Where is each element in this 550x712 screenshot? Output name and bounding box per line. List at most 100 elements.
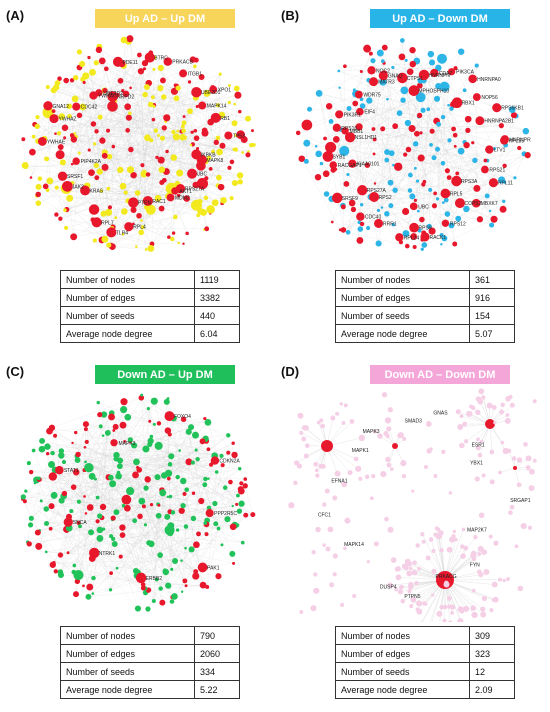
node-label: DUSP4 (380, 584, 397, 590)
seed-node (124, 222, 134, 232)
network-node (359, 203, 364, 207)
network-node (57, 571, 64, 578)
edge (60, 435, 229, 573)
edge (89, 435, 196, 588)
panel-c: (C) Down AD – Up DM PPP2R5C PAK1 ERBB2 NTRK… (0, 356, 275, 712)
network-node (77, 151, 81, 155)
edge (96, 118, 249, 166)
seed-node (453, 144, 457, 148)
network-node (516, 457, 523, 463)
network-node (379, 78, 387, 86)
seed-node (49, 561, 56, 568)
seed-node (204, 532, 209, 537)
network-node (113, 451, 120, 459)
seed-node (49, 114, 59, 124)
network-node (366, 97, 373, 104)
network-node (426, 107, 431, 112)
network-node (183, 524, 189, 529)
network-node (396, 110, 403, 116)
edge (476, 153, 525, 189)
network-node (117, 166, 124, 174)
network-node (457, 48, 465, 55)
seed-node (354, 90, 363, 99)
seed-node (196, 147, 200, 151)
network-node (69, 509, 74, 514)
seed-node (179, 69, 188, 78)
seed-node (82, 80, 86, 84)
network-node (166, 495, 170, 499)
network-node (358, 434, 365, 442)
network-node (58, 448, 65, 454)
seed-node (156, 421, 162, 426)
network-node (450, 610, 455, 615)
seed-node (70, 484, 77, 490)
network-node (159, 489, 167, 497)
seed-node (101, 152, 108, 159)
edge (151, 140, 162, 161)
seed-node (227, 165, 232, 170)
network-node (322, 502, 327, 507)
edge (91, 414, 105, 477)
edge (136, 510, 182, 576)
edge (85, 429, 199, 535)
stat-value: 916 (469, 288, 515, 307)
network-node (77, 524, 82, 529)
seed-node (70, 162, 74, 166)
edge (367, 48, 456, 147)
node-label: HNRNPR (509, 137, 531, 143)
edge (154, 418, 205, 425)
edge (393, 144, 467, 166)
seed-node (106, 227, 117, 238)
seed-node (138, 395, 145, 401)
network-node (140, 219, 143, 222)
network-node (88, 529, 95, 536)
seed-node (128, 197, 139, 208)
node-label: UBC (418, 204, 429, 210)
network-node (426, 223, 432, 230)
seed-node (141, 59, 149, 67)
edge (45, 122, 185, 187)
node-label: MAPK14 (344, 542, 364, 548)
seed-node (126, 35, 134, 43)
edge (84, 464, 171, 497)
network-node (391, 222, 396, 227)
network-node (481, 473, 486, 478)
network-node (497, 470, 502, 475)
edge (85, 75, 154, 120)
seed-node (199, 581, 207, 589)
edge (218, 74, 221, 178)
network-node (138, 229, 145, 236)
network-node (48, 460, 56, 468)
network-node (413, 166, 417, 170)
edge (61, 476, 178, 501)
edge (104, 90, 109, 189)
network-node (35, 114, 40, 120)
network-node (172, 133, 180, 141)
seed-node (341, 127, 349, 135)
seed-node (392, 443, 398, 449)
network-node (421, 242, 428, 248)
network-node (425, 421, 432, 427)
network-node (145, 606, 151, 612)
stat-value: 5.22 (194, 680, 240, 699)
seed-node (298, 155, 306, 163)
network-node (415, 92, 426, 103)
network-node (154, 577, 159, 582)
seed-node (409, 60, 417, 68)
seed-node (500, 135, 509, 144)
network-node (124, 413, 132, 421)
edge (181, 468, 240, 511)
edge (49, 113, 130, 182)
network-node (447, 596, 452, 601)
label-layer: SRGAP1 MAP2K7 FYN PRKACG PTPN5 DUSP4 MAPK14 CFC… (318, 410, 531, 600)
edge (58, 133, 80, 154)
seed-node (26, 541, 32, 547)
seed-node (359, 221, 365, 227)
edge (306, 105, 363, 126)
network-node (525, 465, 531, 471)
edge (93, 538, 114, 579)
node-label: EIF4 (364, 110, 375, 116)
edge (117, 449, 197, 513)
panel-title: Down AD – Up DM (95, 365, 235, 384)
network-node (352, 593, 357, 599)
